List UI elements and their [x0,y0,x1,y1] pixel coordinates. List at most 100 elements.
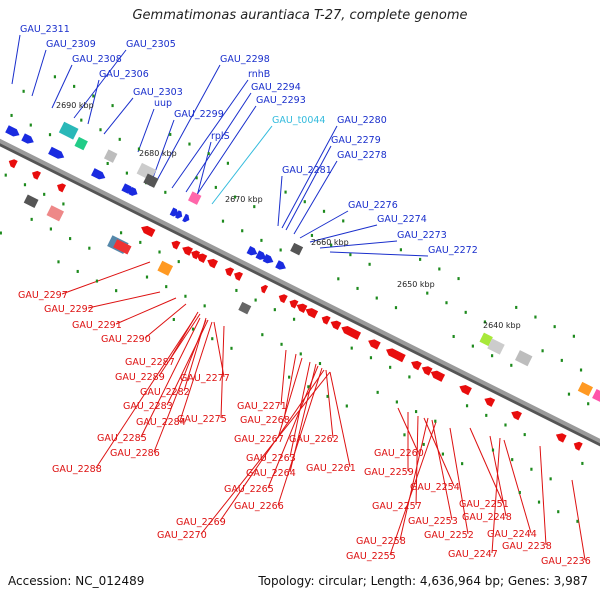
gene-feature[interactable] [205,257,218,269]
gene-label[interactable]: GAU_2292 [44,304,94,315]
gene-label[interactable]: uup [154,98,172,109]
gene-feature[interactable] [288,298,299,309]
gene-label[interactable]: GAU_2260 [374,448,424,459]
gene-feature[interactable] [255,250,269,262]
gene-feature[interactable] [409,359,422,371]
gene-label[interactable]: GAU_2236 [541,556,591,567]
gene-feature[interactable] [189,249,201,260]
gene-label[interactable]: GAU_2289 [115,372,165,383]
gene-label[interactable]: GAU_2263 [246,453,296,464]
gene-label[interactable]: rplS [211,131,230,142]
gene-label[interactable]: GAU_2275 [177,414,227,425]
gene-label[interactable]: GAU_2271 [237,401,287,412]
feature-box[interactable] [188,191,202,205]
gene-label[interactable]: GAU_2297 [18,290,68,301]
gene-feature[interactable] [275,260,288,272]
gene-label[interactable]: GAU_2278 [337,150,387,161]
gene-label[interactable]: GAU_2265 [224,484,274,495]
gene-feature[interactable] [340,324,362,340]
gene-feature[interactable] [384,346,406,363]
gene-feature[interactable] [169,207,181,219]
feature-box[interactable] [479,332,493,347]
gene-label[interactable]: GAU_2274 [377,214,427,225]
gene-feature[interactable] [509,409,522,421]
gene-label[interactable]: GAU_2298 [220,54,270,65]
feature-box[interactable] [58,121,79,140]
gene-feature[interactable] [329,318,342,331]
gene-label[interactable]: GAU_2264 [246,468,296,479]
feature-box[interactable] [46,205,64,222]
feature-box[interactable] [103,149,118,163]
gene-feature[interactable] [21,133,35,146]
feature-box[interactable] [290,242,304,256]
feature-box[interactable] [113,239,132,255]
gene-label[interactable]: GAU_2308 [72,54,122,65]
gene-feature[interactable] [195,251,208,263]
gene-label[interactable]: GAU_2311 [20,24,70,35]
gene-feature[interactable] [366,337,381,350]
gene-feature[interactable] [5,125,21,138]
gene-label[interactable]: GAU_2270 [157,530,207,541]
gene-feature[interactable] [277,292,288,304]
gene-label[interactable]: GAU_2257 [372,501,422,512]
gene-feature[interactable] [554,431,567,443]
gene-label[interactable]: GAU_2277 [180,373,230,384]
gene-feature[interactable] [170,239,181,250]
gene-feature[interactable] [48,146,66,161]
gene-label[interactable]: GAU_2279 [331,135,381,146]
gene-label[interactable]: GAU_2244 [487,529,537,540]
gene-feature[interactable] [175,210,184,220]
gene-feature[interactable] [30,169,41,180]
gene-label[interactable]: GAU_2305 [126,39,176,50]
gene-label[interactable]: GAU_2262 [289,434,339,445]
gene-label[interactable]: GAU_2276 [348,200,398,211]
gene-label[interactable]: GAU_2258 [356,536,406,547]
gene-feature[interactable] [420,364,433,376]
gene-label[interactable]: GAU_2238 [502,541,552,552]
gene-label[interactable]: GAU_2287 [125,357,175,368]
gene-feature[interactable] [262,254,276,266]
gene-label[interactable]: GAU_2294 [251,82,301,93]
gene-feature[interactable] [139,224,156,238]
gene-label[interactable]: GAU_2284 [136,417,186,428]
gene-feature[interactable] [483,395,496,407]
feature-box[interactable] [23,194,39,208]
feature-box[interactable] [157,260,174,276]
feature-box[interactable] [592,389,600,404]
gene-label[interactable]: GAU_2253 [408,516,458,527]
gene-label[interactable]: GAU_2299 [174,109,224,120]
gene-label[interactable]: GAU_2252 [424,530,474,541]
gene-feature[interactable] [182,213,191,224]
gene-feature[interactable] [180,244,193,256]
gene-label[interactable]: GAU_2285 [97,433,147,444]
feature-box[interactable] [514,350,533,367]
gene-feature[interactable] [320,314,331,325]
gene-feature[interactable] [128,186,140,198]
gene-label[interactable]: GAU_2280 [337,115,387,126]
gene-label[interactable]: GAU_2293 [256,95,306,106]
gene-feature[interactable] [429,368,446,382]
gene-label[interactable]: GAU_2247 [448,549,498,560]
feature-box[interactable] [487,338,505,355]
gene-feature[interactable] [223,266,235,277]
gene-label[interactable]: GAU_2303 [133,87,183,98]
gene-label[interactable]: GAU_2291 [72,320,122,331]
gene-label[interactable]: GAU_2248 [462,512,512,523]
gene-label[interactable]: GAU_2259 [364,467,414,478]
feature-box[interactable] [238,301,252,315]
gene-feature[interactable] [458,383,472,396]
feature-box[interactable] [143,173,159,188]
gene-feature[interactable] [572,440,583,451]
gene-label[interactable]: GAU_2266 [234,501,284,512]
gene-feature[interactable] [91,168,107,181]
gene-label[interactable]: GAU_2261 [306,463,356,474]
gene-label[interactable]: GAU_2267 [234,434,284,445]
gene-label[interactable]: GAU_2286 [110,448,160,459]
gene-label[interactable]: GAU_2290 [101,334,151,345]
gene-label[interactable]: GAU_2283 [123,401,173,412]
gene-label[interactable]: GAU_2281 [282,165,332,176]
gene-label[interactable]: GAU_2273 [397,230,447,241]
gene-label[interactable]: GAU_2255 [346,551,396,562]
gene-label[interactable]: GAU_2282 [140,387,190,398]
gene-label[interactable]: GAU_2251 [459,499,509,510]
